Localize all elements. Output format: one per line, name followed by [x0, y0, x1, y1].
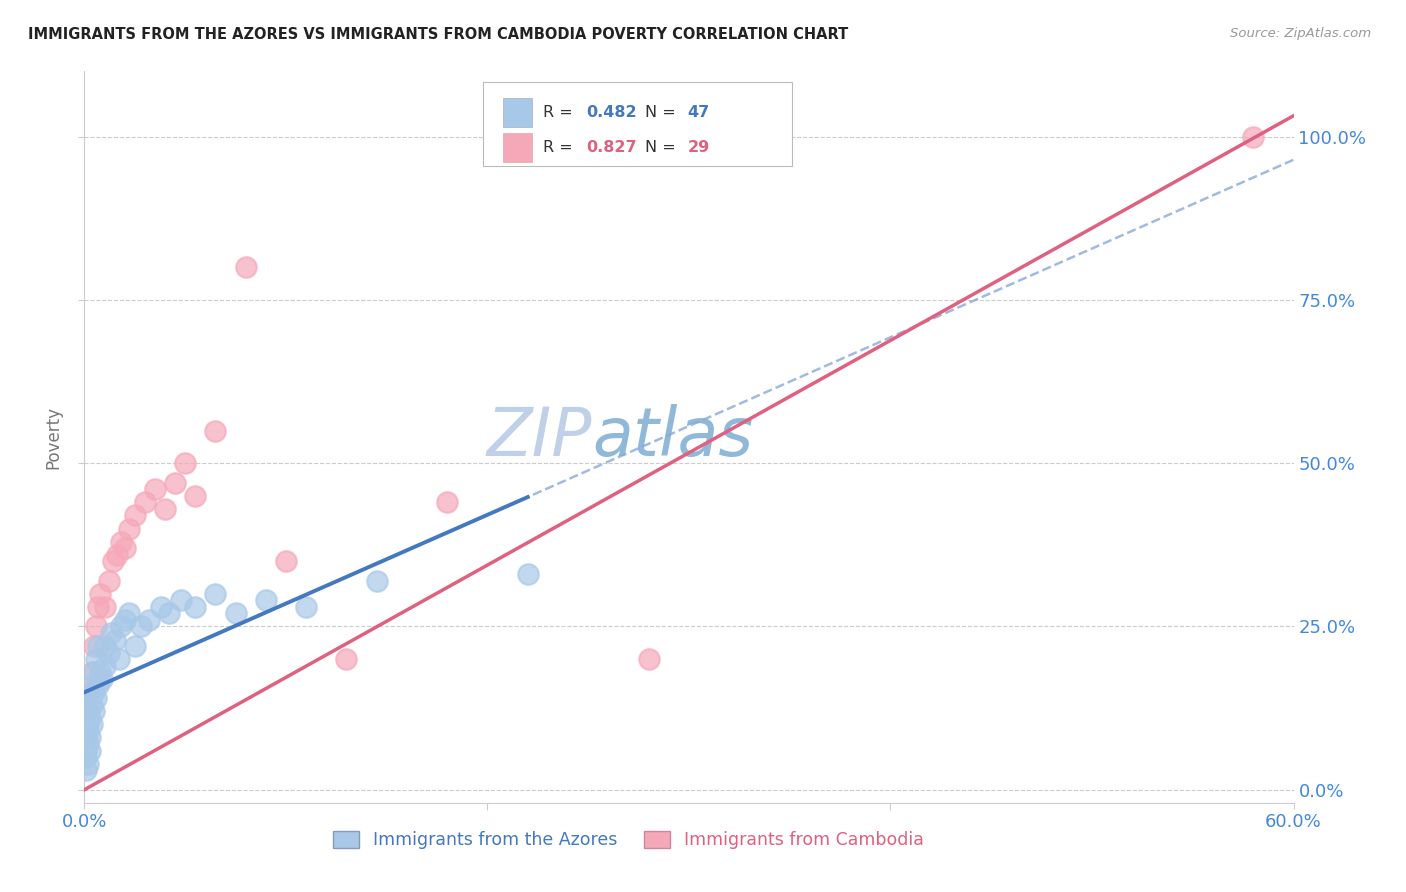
Point — [97, 646, 120, 660]
Point — [149, 599, 172, 614]
Point — [77, 705, 100, 719]
Point — [87, 678, 110, 692]
Text: R =: R = — [543, 105, 578, 120]
Point — [75, 750, 97, 764]
Point — [254, 593, 277, 607]
Point — [79, 691, 101, 706]
Point — [97, 574, 120, 588]
Point — [204, 587, 226, 601]
Point — [83, 685, 105, 699]
Point — [129, 619, 152, 633]
Point — [79, 743, 101, 757]
Point — [75, 743, 97, 757]
Point — [366, 574, 388, 588]
Point — [77, 717, 100, 731]
Point — [101, 554, 124, 568]
Point — [184, 489, 207, 503]
Point — [86, 619, 108, 633]
Point — [75, 731, 97, 745]
Point — [165, 475, 187, 490]
Point — [93, 599, 115, 614]
Point — [86, 652, 108, 666]
Point — [110, 534, 132, 549]
Point — [100, 626, 122, 640]
Text: 29: 29 — [688, 140, 710, 155]
Point — [75, 731, 97, 745]
Text: atlas: atlas — [592, 404, 754, 470]
Point — [93, 658, 115, 673]
Point — [82, 665, 104, 680]
Point — [83, 639, 105, 653]
Point — [89, 587, 111, 601]
Point — [118, 521, 141, 535]
Point — [157, 607, 180, 621]
Text: 0.482: 0.482 — [586, 105, 637, 120]
Point — [77, 756, 100, 771]
Point — [153, 502, 176, 516]
Point — [82, 678, 104, 692]
Point — [124, 639, 146, 653]
Point — [143, 483, 166, 497]
Point — [82, 698, 104, 712]
Point — [83, 705, 105, 719]
Text: N =: N = — [645, 105, 682, 120]
Text: N =: N = — [645, 140, 682, 155]
Point — [93, 639, 115, 653]
Point — [87, 639, 110, 653]
Point — [110, 619, 132, 633]
Point — [174, 456, 197, 470]
Point — [138, 613, 160, 627]
Point — [436, 495, 458, 509]
Point — [134, 495, 156, 509]
FancyBboxPatch shape — [484, 82, 792, 167]
FancyBboxPatch shape — [503, 133, 531, 162]
Point — [1241, 129, 1264, 144]
Point — [105, 548, 128, 562]
Point — [235, 260, 257, 275]
Point — [79, 731, 101, 745]
Point — [637, 652, 659, 666]
Point — [114, 613, 136, 627]
Legend: Immigrants from the Azores, Immigrants from Cambodia: Immigrants from the Azores, Immigrants f… — [326, 823, 931, 856]
Point — [77, 723, 100, 738]
Point — [75, 763, 97, 777]
Point — [82, 717, 104, 731]
Point — [83, 665, 105, 680]
Point — [91, 672, 114, 686]
Text: 0.827: 0.827 — [586, 140, 637, 155]
Point — [77, 737, 100, 751]
Point — [124, 508, 146, 523]
Point — [170, 593, 193, 607]
Point — [204, 424, 226, 438]
Y-axis label: Poverty: Poverty — [45, 406, 63, 468]
Point — [335, 652, 357, 666]
Text: R =: R = — [543, 140, 578, 155]
Point — [104, 632, 127, 647]
Point — [516, 567, 538, 582]
Point — [114, 541, 136, 555]
Point — [87, 599, 110, 614]
Text: 47: 47 — [688, 105, 710, 120]
Point — [118, 607, 141, 621]
Text: ZIP: ZIP — [486, 404, 592, 470]
Point — [89, 665, 111, 680]
Point — [79, 685, 101, 699]
Text: IMMIGRANTS FROM THE AZORES VS IMMIGRANTS FROM CAMBODIA POVERTY CORRELATION CHART: IMMIGRANTS FROM THE AZORES VS IMMIGRANTS… — [28, 27, 848, 42]
Point — [225, 607, 247, 621]
Point — [107, 652, 129, 666]
Point — [86, 691, 108, 706]
Point — [79, 711, 101, 725]
Point — [77, 705, 100, 719]
FancyBboxPatch shape — [503, 98, 531, 128]
Point — [295, 599, 318, 614]
Text: Source: ZipAtlas.com: Source: ZipAtlas.com — [1230, 27, 1371, 40]
Point — [184, 599, 207, 614]
Point — [274, 554, 297, 568]
